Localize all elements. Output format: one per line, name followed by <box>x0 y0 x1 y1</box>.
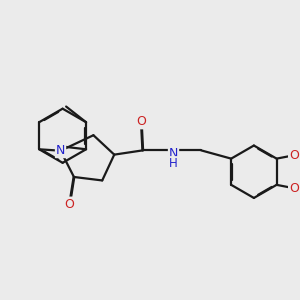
Text: O: O <box>136 116 146 128</box>
Text: H: H <box>169 157 178 170</box>
Text: O: O <box>289 182 299 195</box>
Text: O: O <box>65 198 75 211</box>
Text: O: O <box>289 149 299 162</box>
Text: N: N <box>169 147 178 160</box>
Text: N: N <box>56 144 65 157</box>
